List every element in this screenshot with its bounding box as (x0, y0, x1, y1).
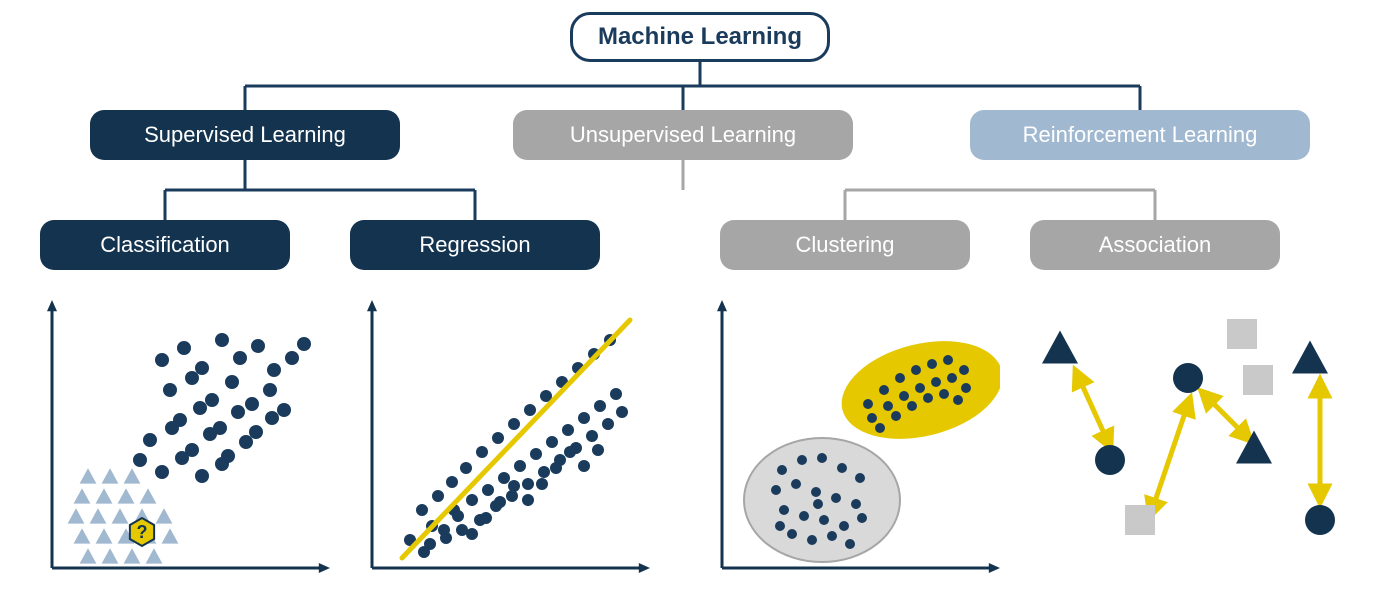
leaf-label: Clustering (795, 232, 894, 258)
leaf-label: Regression (419, 232, 530, 258)
leaf-label: Classification (100, 232, 230, 258)
association-chart (1020, 300, 1340, 580)
category-unsupervised: Unsupervised Learning (513, 110, 853, 160)
root-label: Machine Learning (598, 23, 802, 51)
leaf-classification: Classification (40, 220, 290, 270)
category-supervised: Supervised Learning (90, 110, 400, 160)
category-label: Supervised Learning (144, 122, 346, 148)
leaf-regression: Regression (350, 220, 600, 270)
category-label: Unsupervised Learning (570, 122, 796, 148)
regression-chart (360, 300, 650, 580)
root-node: Machine Learning (570, 12, 830, 62)
classification-chart: ? (40, 300, 330, 580)
leaf-clustering: Clustering (720, 220, 970, 270)
leaf-association: Association (1030, 220, 1280, 270)
category-label: Reinforcement Learning (1023, 122, 1258, 148)
svg-text:?: ? (137, 522, 148, 542)
category-reinforcement: Reinforcement Learning (970, 110, 1310, 160)
leaf-label: Association (1099, 232, 1212, 258)
clustering-chart (710, 300, 1000, 580)
